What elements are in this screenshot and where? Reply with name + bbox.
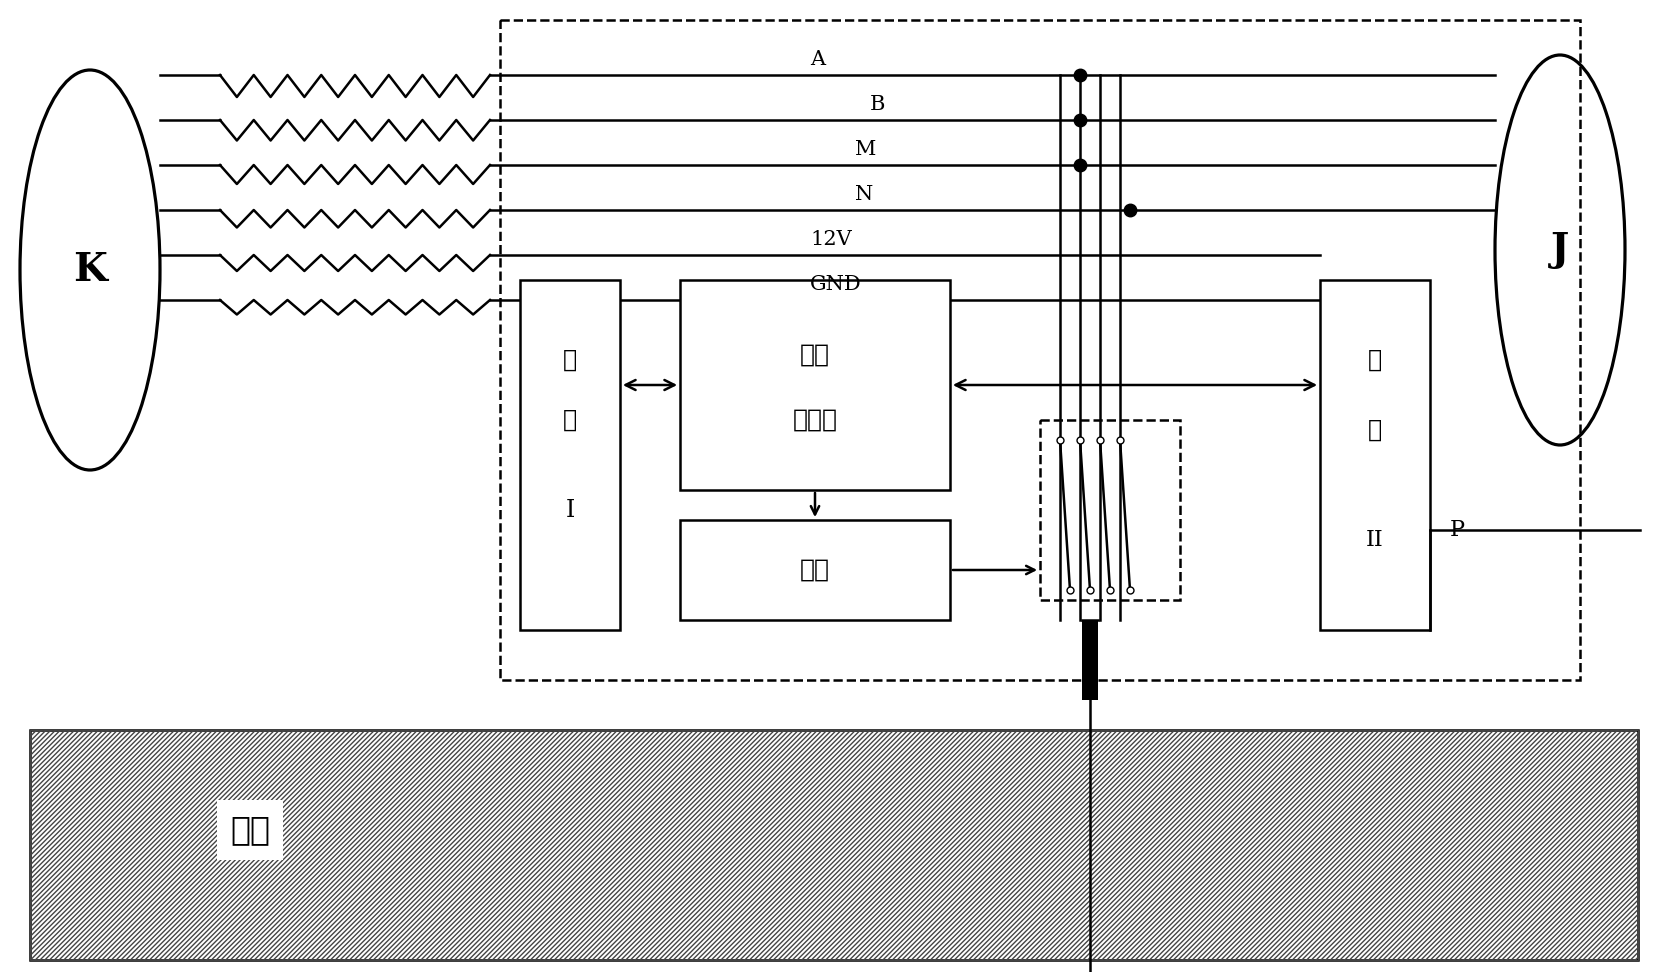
Text: B: B — [871, 95, 886, 114]
Text: J: J — [1551, 231, 1570, 269]
Text: A: A — [811, 50, 826, 69]
Bar — [500, 20, 1580, 680]
Bar — [1319, 280, 1429, 630]
Text: 接: 接 — [1368, 348, 1383, 372]
Bar — [681, 520, 951, 620]
Bar — [1041, 420, 1179, 600]
Bar — [30, 730, 1638, 960]
Text: GND: GND — [811, 275, 862, 294]
Text: K: K — [73, 251, 107, 289]
Bar — [30, 730, 1638, 960]
Text: P: P — [1449, 519, 1465, 541]
Text: N: N — [856, 185, 874, 204]
Text: 处理器: 处理器 — [792, 408, 837, 432]
Bar — [1083, 620, 1098, 700]
Text: I: I — [565, 499, 574, 522]
Text: 大地: 大地 — [230, 814, 270, 847]
Bar — [681, 280, 951, 490]
Text: II: II — [1366, 529, 1384, 551]
Text: M: M — [856, 140, 876, 159]
Text: 口: 口 — [562, 408, 577, 432]
Text: 从机: 从机 — [801, 343, 831, 367]
Text: 驱动: 驱动 — [801, 558, 831, 582]
Ellipse shape — [1495, 55, 1625, 445]
Text: 口: 口 — [1368, 418, 1383, 442]
Text: 12V: 12V — [811, 230, 852, 249]
Bar — [520, 280, 620, 630]
Ellipse shape — [20, 70, 160, 470]
Text: 接: 接 — [562, 348, 577, 372]
